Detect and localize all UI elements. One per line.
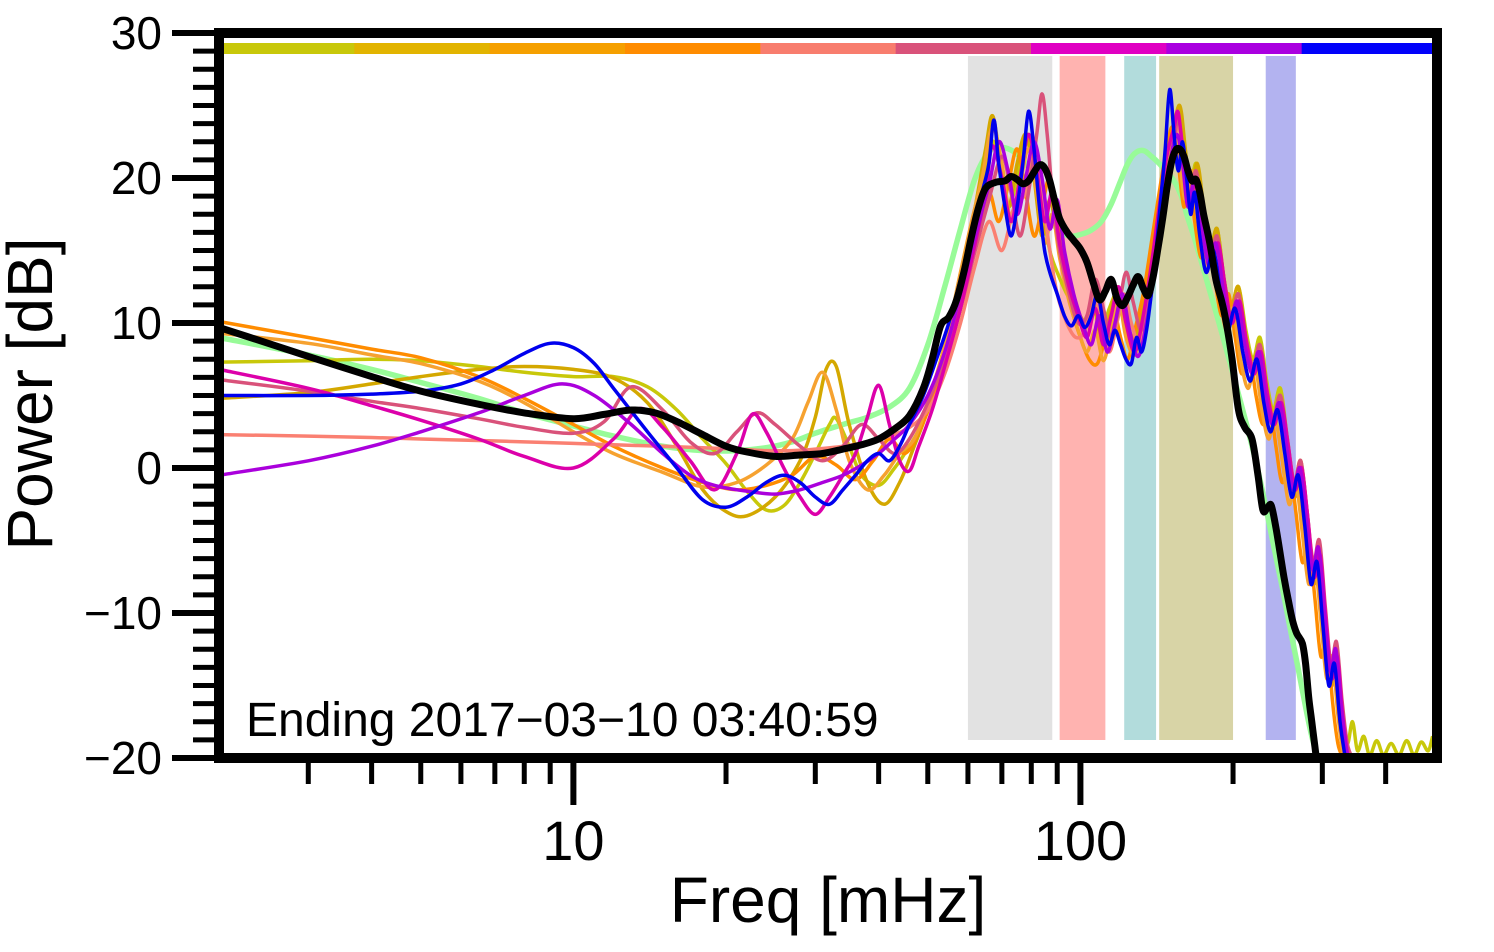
x-axis-title: Freq [mHz] xyxy=(670,864,986,936)
y-tick-label: 20 xyxy=(111,152,162,204)
colorbar-segment-2 xyxy=(354,43,491,54)
colorbar-segment-4 xyxy=(625,43,762,54)
colorbar-segment-6 xyxy=(895,43,1032,54)
x-tick-label: 10 xyxy=(542,809,604,872)
x-tick-label: 100 xyxy=(1034,809,1127,872)
colorbar-segment-9 xyxy=(1301,43,1438,54)
band-teal xyxy=(1124,56,1157,740)
y-tick-label: −10 xyxy=(84,587,162,639)
colorbar-segment-1 xyxy=(219,43,356,54)
y-axis-title: Power [dB] xyxy=(0,237,66,550)
band-pink xyxy=(1059,56,1106,740)
colorbar-segment-7 xyxy=(1031,43,1168,54)
ending-annotation: Ending 2017−03−10 03:40:59 xyxy=(246,694,879,747)
colorbar-segment-8 xyxy=(1166,43,1303,54)
y-tick-label: 30 xyxy=(111,7,162,59)
spectrum-curve-blue xyxy=(218,87,1348,759)
y-tick-label: −20 xyxy=(84,732,162,784)
spectrum-curve-mean-black xyxy=(217,144,1320,759)
y-tick-label: 0 xyxy=(136,442,162,494)
spectrum-curve-magenta xyxy=(218,109,1350,759)
y-tick-label: 10 xyxy=(111,297,162,349)
colorbar-segment-5 xyxy=(760,43,897,54)
colorbar-segment-3 xyxy=(489,43,626,54)
